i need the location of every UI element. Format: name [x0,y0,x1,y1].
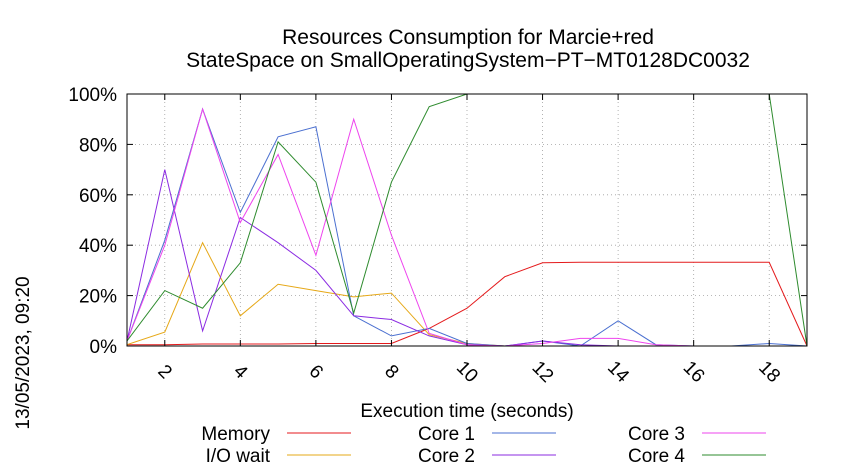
x-tick-label: 10 [452,357,482,387]
x-axis-label: Execution time (seconds) [360,401,573,422]
x-tick-label: 8 [380,361,402,383]
axis-ticks: 0% 20% 40% 60% 80% 100% 2 4 6 8 10 12 14 16 18 [68,85,807,387]
y-tick-label: 40% [79,236,117,257]
timestamp-label: 13/05/2023, 09:20 [13,276,34,429]
x-tick-label: 2 [154,361,176,383]
legend-label-core-1: Core 1 [418,424,475,445]
y-tick-label: 100% [68,85,117,106]
y-tick-label: 0% [90,337,118,358]
y-tick-label: 20% [79,287,117,308]
chart-title-line-1: Resources Consumption for Marcie+red [282,26,654,49]
y-tick-label: 80% [79,135,117,156]
legend-label-core-2: Core 2 [418,446,475,467]
x-tick-label: 12 [528,357,558,387]
grid-lines [127,94,807,346]
series-line-core-2 [126,169,807,347]
chart-title-line-2: StateSpace on SmallOperatingSystem−PT−MT… [186,49,750,72]
series-lines [126,93,808,347]
x-tick-label: 18 [754,357,784,387]
legend-label-core-3: Core 3 [628,424,685,445]
legend-label-memory: Memory [201,424,270,445]
x-tick-label: 16 [679,357,709,387]
x-tick-label: 14 [603,357,633,387]
y-tick-label: 60% [79,186,117,207]
legend-label-core-4: Core 4 [628,446,685,467]
x-tick-label: 6 [305,361,327,383]
x-tick-label: 4 [229,361,252,384]
legend-label-i-o-wait: I/O wait [206,446,271,467]
